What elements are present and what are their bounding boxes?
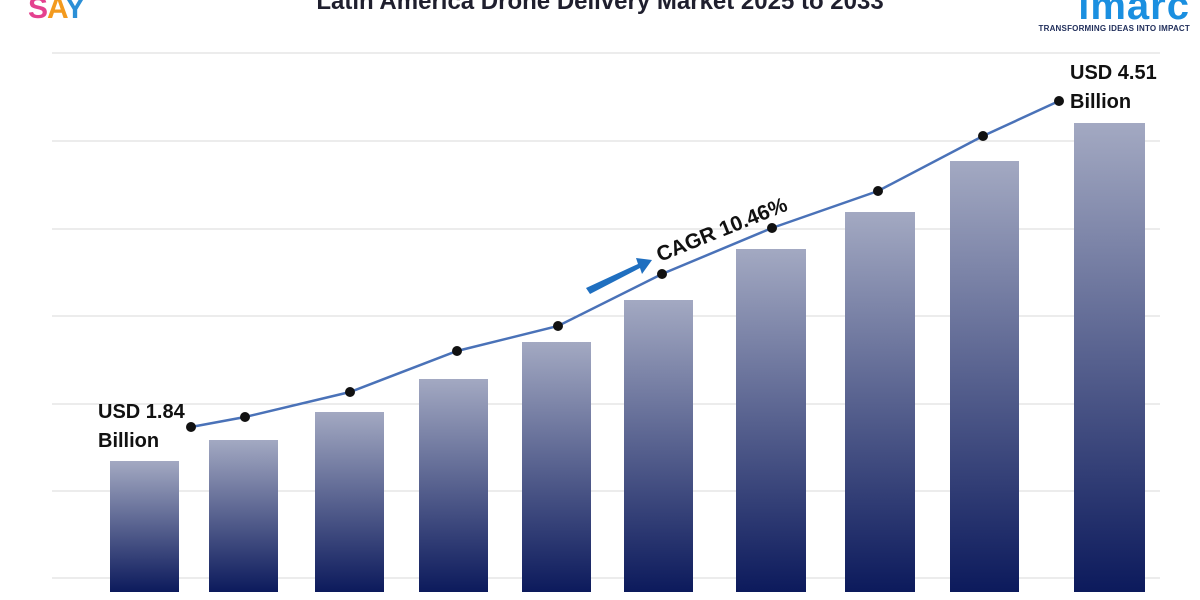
bar-2033 (1074, 123, 1145, 592)
trend-point-5 (657, 269, 667, 279)
trend-point-1 (240, 412, 250, 422)
bar-2025 (110, 461, 179, 592)
imarc-logo: imarc TRANSFORMING IDEAS INTO IMPACT (1030, 0, 1190, 33)
cagr-arrow-icon (586, 258, 652, 294)
bar-2030 (624, 300, 693, 592)
end-value-label-line1: USD 4.51 (1070, 62, 1157, 84)
bar-2028 (419, 379, 488, 592)
trend-point-4 (553, 321, 563, 331)
imarc-logo-tagline: TRANSFORMING IDEAS INTO IMPACT (1038, 24, 1190, 33)
trend-point-3 (452, 346, 462, 356)
trend-point-0 (186, 422, 196, 432)
say-logo-s: S (28, 0, 48, 25)
trend-point-2 (345, 387, 355, 397)
trend-line-group (190, 99, 1060, 429)
bar-2032 (845, 212, 915, 592)
start-value-label-line2: Billion (98, 430, 159, 452)
trend-point-9 (1054, 96, 1064, 106)
trend-point-6 (767, 223, 777, 233)
trend-point-8 (978, 131, 988, 141)
trend-point-7 (873, 186, 883, 196)
say-logo-y: Y (64, 0, 85, 25)
say-logo: SAY (28, 0, 85, 26)
end-value-label-line2: Billion (1070, 91, 1131, 113)
bar-2026 (209, 440, 278, 592)
trend-points (186, 96, 1064, 432)
bars (110, 123, 1145, 592)
trend-line (190, 99, 1060, 429)
bar-2031 (736, 249, 806, 592)
chart-title: Latin America Drone Delivery Market 2025… (316, 0, 884, 15)
bar-2029 (522, 342, 591, 592)
imarc-logo-brand: imarc (1078, 0, 1190, 28)
start-value-label-line1: USD 1.84 (98, 401, 186, 423)
say-logo-a: A (47, 0, 66, 25)
bar-2032-b (950, 161, 1019, 592)
bar-2027 (315, 412, 384, 592)
